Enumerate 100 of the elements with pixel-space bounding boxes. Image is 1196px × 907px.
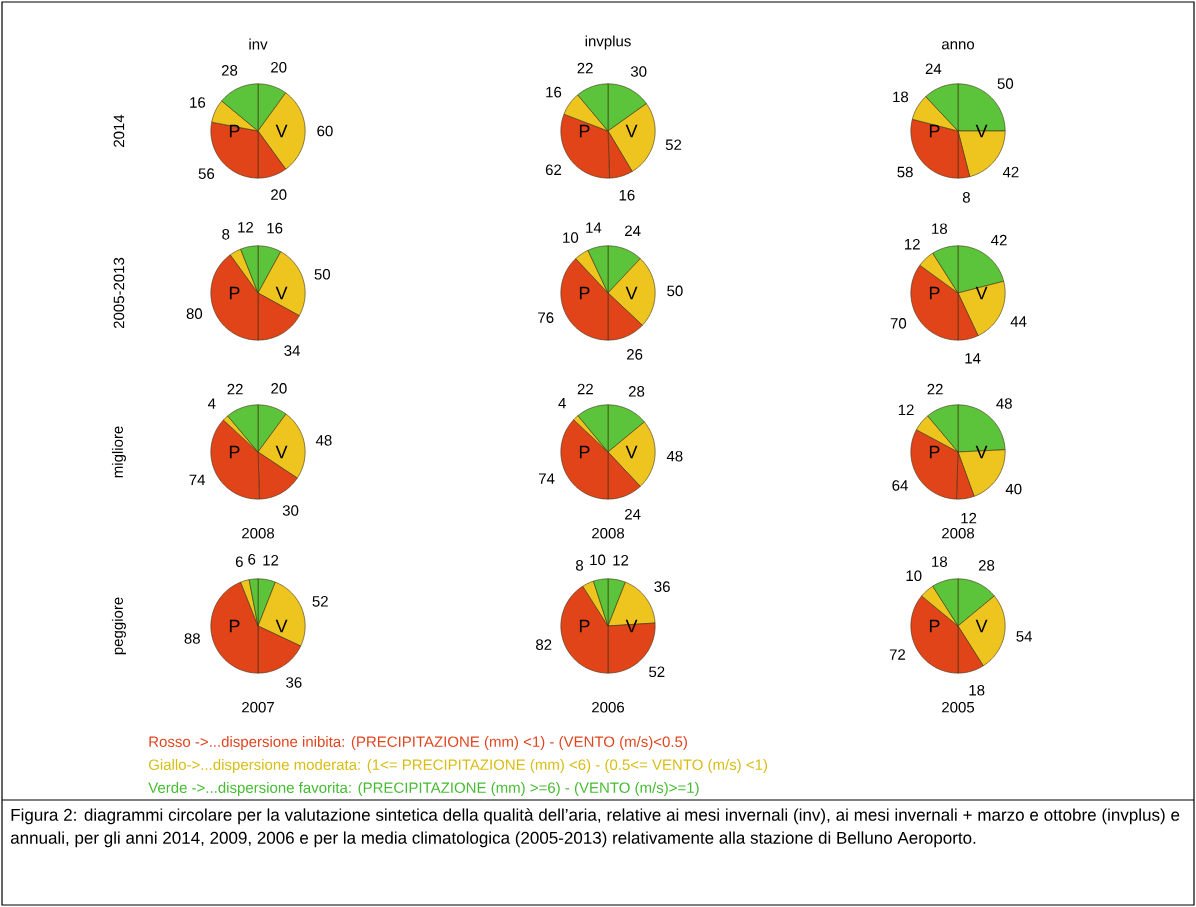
data-label: 48	[666, 450, 683, 462]
text: V	[275, 286, 288, 300]
data-label: 18	[893, 91, 909, 103]
text: V	[975, 286, 988, 300]
data-label: 10	[563, 232, 579, 243]
data-label: 20	[271, 62, 287, 73]
data-label: 12	[904, 238, 920, 250]
text: P	[229, 124, 240, 138]
data-label: 18	[932, 556, 948, 568]
text: P	[929, 619, 940, 633]
text: 2008	[592, 527, 625, 539]
data-label: 12	[898, 404, 914, 416]
data-label: 6	[248, 554, 256, 565]
data-label: 12	[263, 555, 279, 566]
data-label: 52	[312, 596, 328, 607]
data-label: 54	[1016, 631, 1033, 642]
text: migliore	[111, 426, 126, 478]
data-label: 16	[546, 86, 562, 98]
text: 2006	[592, 701, 625, 713]
data-label: 52	[665, 139, 682, 150]
data-label: 30	[282, 505, 299, 516]
text: 2008	[942, 527, 975, 539]
text: Verde ->...dispersione favorita: (PRECIPITAZIONE (mm) >=6) - (VENTO (m/s)>=1)	[148, 781, 699, 796]
text: P	[579, 445, 590, 459]
text: P	[929, 445, 940, 459]
data-label: 4	[558, 398, 566, 409]
text: V	[275, 619, 288, 633]
data-label: 50	[997, 78, 1014, 89]
data-label: 4	[207, 398, 216, 409]
data-label: 28	[978, 560, 995, 571]
data-label: 18	[932, 223, 948, 235]
data-label: 48	[315, 435, 332, 446]
data-label: 88	[184, 633, 200, 644]
data-label: 48	[996, 398, 1012, 409]
data-label: 8	[222, 229, 230, 240]
data-label: 42	[1002, 166, 1019, 178]
text: 2008	[242, 527, 275, 539]
data-label: 14	[965, 353, 981, 364]
data-label: 82	[536, 639, 552, 650]
data-label: 58	[897, 166, 913, 178]
text: V	[625, 445, 638, 459]
data-label: 20	[271, 383, 287, 394]
text: 2005-2013	[113, 257, 125, 329]
data-label: 28	[628, 386, 645, 397]
text: Figura 2: diagrammi circolare per la valutazione sintetica della qualità dell’aria, relative ai mesi invernali (inv), ai mesi invernali + marzo e ottobre (invplus) e annuali, per gli anni 2014, 2009, 2006 e per la media climatologica (2005-2013) relativamente alla stazione di Belluno Aeroporto.	[10, 808, 1180, 848]
data-label: 22	[577, 62, 593, 74]
text: peggiore	[111, 597, 126, 655]
data-label: 22	[927, 383, 943, 395]
data-label: 24	[925, 63, 942, 74]
data-label: 74	[189, 474, 206, 485]
chart-title: inv	[249, 38, 268, 50]
text: 2014	[113, 114, 125, 147]
chart-title: anno	[941, 41, 975, 50]
data-label: 6	[235, 556, 243, 568]
data-label: 72	[889, 649, 906, 660]
data-label: 36	[286, 677, 302, 688]
text: P	[229, 619, 240, 633]
text: 2007	[242, 701, 274, 713]
text: P	[579, 124, 590, 138]
text: P	[929, 286, 940, 300]
data-label: 30	[630, 66, 647, 77]
text: P	[579, 619, 590, 633]
text: V	[275, 124, 288, 138]
data-label: 36	[654, 581, 670, 592]
data-label: 50	[314, 269, 331, 280]
data-label: 26	[627, 349, 643, 360]
data-label: 62	[545, 164, 562, 176]
data-label: 16	[619, 189, 635, 201]
data-label: 22	[227, 383, 243, 395]
data-label: 28	[221, 65, 238, 76]
data-label: 74	[538, 473, 555, 484]
data-label: 14	[586, 222, 602, 233]
data-label: 34	[284, 345, 300, 356]
chart-title: invplus	[585, 35, 631, 50]
text: 2005	[942, 701, 975, 713]
data-label: 24	[625, 225, 641, 236]
data-label: 10	[906, 570, 922, 582]
text: P	[229, 286, 240, 300]
text: P	[229, 445, 240, 459]
data-label: 18	[969, 684, 985, 696]
data-label: 12	[961, 512, 977, 524]
text: V	[975, 619, 988, 633]
data-label: 40	[1005, 483, 1022, 495]
data-label: 8	[962, 192, 970, 203]
data-label: 42	[991, 234, 1007, 246]
data-label: 64	[892, 480, 908, 491]
data-label: 16	[190, 97, 206, 108]
data-label: 56	[198, 168, 215, 179]
text: Rosso ->...dispersione inibita: (PRECIPITAZIONE (mm) <1) - (VENTO (m/s)<0.5)	[149, 735, 687, 750]
text: Giallo->...dispersione moderata: (1<= PRECIPITAZIONE (mm) <6) - (0.5<= VENTO (m/s) <1)	[148, 758, 768, 773]
data-label: 50	[667, 285, 683, 297]
data-label: 16	[267, 222, 283, 234]
data-label: 52	[649, 666, 665, 678]
data-label: 20	[271, 189, 287, 200]
data-label: 10	[590, 554, 606, 566]
data-label: 8	[575, 560, 584, 571]
text: P	[579, 286, 590, 300]
text: V	[625, 124, 638, 138]
text: V	[625, 619, 638, 633]
data-label: 60	[317, 125, 333, 137]
